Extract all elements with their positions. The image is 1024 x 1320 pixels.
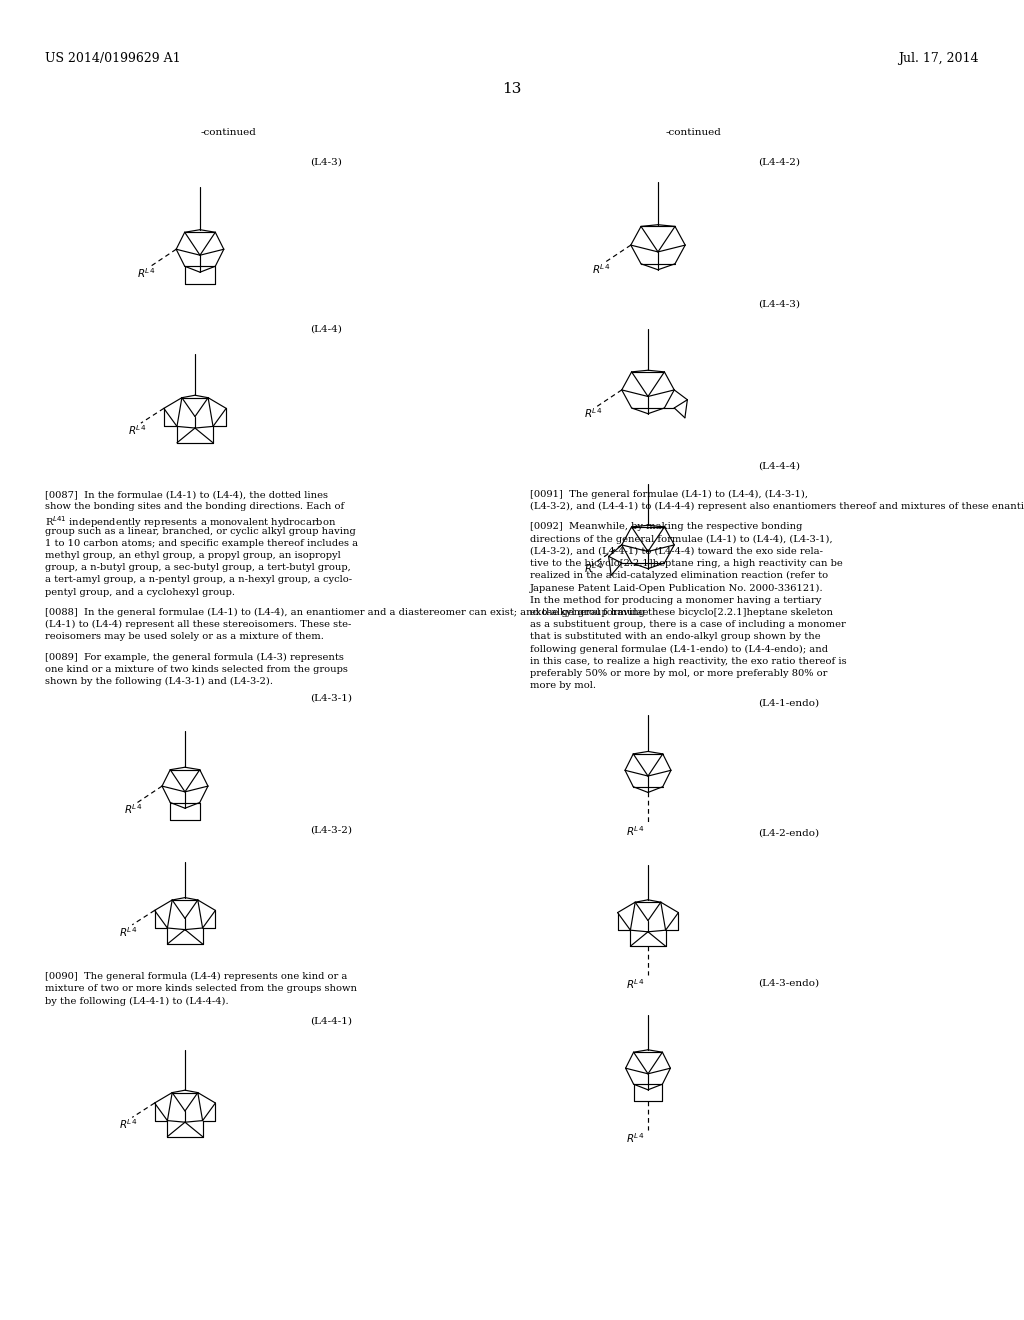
Text: Japanese Patent Laid-Open Publication No. 2000-336121).: Japanese Patent Laid-Open Publication No… <box>530 583 823 593</box>
Text: that is substituted with an endo-alkyl group shown by the: that is substituted with an endo-alkyl g… <box>530 632 820 642</box>
Text: $R^{L4}$: $R^{L4}$ <box>137 267 156 280</box>
Text: $R^{L4}$: $R^{L4}$ <box>124 803 142 816</box>
Text: by the following (L4-4-1) to (L4-4-4).: by the following (L4-4-1) to (L4-4-4). <box>45 997 228 1006</box>
Text: -continued: -continued <box>200 128 256 137</box>
Text: (L4-3-2), and (L4-4-1) to (L4-4-4) represent also enantiomers thereof and mixtur: (L4-3-2), and (L4-4-1) to (L4-4-4) repre… <box>530 502 1024 511</box>
Text: (L4-3): (L4-3) <box>310 158 342 168</box>
Text: $R^{L4}$: $R^{L4}$ <box>120 925 137 939</box>
Text: [0091]  The general formulae (L4-1) to (L4-4), (L4-3-1),: [0091] The general formulae (L4-1) to (L… <box>530 490 808 499</box>
Text: $R^{L4}$: $R^{L4}$ <box>626 1131 644 1146</box>
Text: pentyl group, and a cyclohexyl group.: pentyl group, and a cyclohexyl group. <box>45 587 234 597</box>
Text: $R^{L4}$: $R^{L4}$ <box>592 263 610 276</box>
Text: one kind or a mixture of two kinds selected from the groups: one kind or a mixture of two kinds selec… <box>45 664 348 673</box>
Text: (L4-4-1): (L4-4-1) <box>310 1016 352 1026</box>
Text: (L4-1) to (L4-4) represent all these stereoisomers. These ste-: (L4-1) to (L4-4) represent all these ste… <box>45 620 351 630</box>
Text: (L4-1-endo): (L4-1-endo) <box>758 698 819 708</box>
Text: -continued: -continued <box>665 128 721 137</box>
Text: (L4-4): (L4-4) <box>310 325 342 334</box>
Text: methyl group, an ethyl group, a propyl group, an isopropyl: methyl group, an ethyl group, a propyl g… <box>45 550 341 560</box>
Text: 13: 13 <box>503 82 521 96</box>
Text: [0090]  The general formula (L4-4) represents one kind or a: [0090] The general formula (L4-4) repres… <box>45 972 347 981</box>
Text: US 2014/0199629 A1: US 2014/0199629 A1 <box>45 51 180 65</box>
Text: group, a n-butyl group, a sec-butyl group, a tert-butyl group,: group, a n-butyl group, a sec-butyl grou… <box>45 564 351 572</box>
Text: preferably 50% or more by mol, or more preferably 80% or: preferably 50% or more by mol, or more p… <box>530 669 827 677</box>
Text: $R^{L4}$: $R^{L4}$ <box>584 561 602 576</box>
Text: more by mol.: more by mol. <box>530 681 596 690</box>
Text: tive to the bicyclo[2.2.1]heptane ring, a high reactivity can be: tive to the bicyclo[2.2.1]heptane ring, … <box>530 558 843 568</box>
Text: [0088]  In the general formulae (L4-1) to (L4-4), an enantiomer and a diastereom: [0088] In the general formulae (L4-1) to… <box>45 607 648 616</box>
Text: 1 to 10 carbon atoms; and specific example thereof includes a: 1 to 10 carbon atoms; and specific examp… <box>45 539 358 548</box>
Text: [0087]  In the formulae (L4-1) to (L4-4), the dotted lines: [0087] In the formulae (L4-1) to (L4-4),… <box>45 490 328 499</box>
Text: (L4-2-endo): (L4-2-endo) <box>758 828 819 837</box>
Text: a tert-amyl group, a n-pentyl group, a n-hexyl group, a cyclo-: a tert-amyl group, a n-pentyl group, a n… <box>45 576 352 585</box>
Text: In the method for producing a monomer having a tertiary: In the method for producing a monomer ha… <box>530 595 821 605</box>
Text: in this case, to realize a high reactivity, the exo ratio thereof is: in this case, to realize a high reactivi… <box>530 656 847 665</box>
Text: [0089]  For example, the general formula (L4-3) represents: [0089] For example, the general formula … <box>45 652 344 661</box>
Text: $R^{L4}$: $R^{L4}$ <box>120 1118 137 1131</box>
Text: (L4-4-2): (L4-4-2) <box>758 158 800 168</box>
Text: mixture of two or more kinds selected from the groups shown: mixture of two or more kinds selected fr… <box>45 985 357 993</box>
Text: R$^{L41}$ independently represents a monovalent hydrocarbon: R$^{L41}$ independently represents a mon… <box>45 515 336 531</box>
Text: $R^{L4}$: $R^{L4}$ <box>128 424 146 437</box>
Text: (L4-4-4): (L4-4-4) <box>758 462 800 471</box>
Text: Jul. 17, 2014: Jul. 17, 2014 <box>898 51 979 65</box>
Text: as a substituent group, there is a case of including a monomer: as a substituent group, there is a case … <box>530 620 846 630</box>
Text: (L4-3-1): (L4-3-1) <box>310 694 352 704</box>
Text: reoisomers may be used solely or as a mixture of them.: reoisomers may be used solely or as a mi… <box>45 632 324 642</box>
Text: (L4-4-3): (L4-4-3) <box>758 300 800 309</box>
Text: (L4-3-2): (L4-3-2) <box>310 826 352 836</box>
Text: group such as a linear, branched, or cyclic alkyl group having: group such as a linear, branched, or cyc… <box>45 527 355 536</box>
Text: (L4-3-2), and (L4-4-1) to (L4-4-4) toward the exo side rela-: (L4-3-2), and (L4-4-1) to (L4-4-4) towar… <box>530 546 823 556</box>
Text: show the bonding sites and the bonding directions. Each of: show the bonding sites and the bonding d… <box>45 502 344 511</box>
Text: following general formulae (L4-1-endo) to (L4-4-endo); and: following general formulae (L4-1-endo) t… <box>530 644 828 653</box>
Text: realized in the acid-catalyzed elimination reaction (refer to: realized in the acid-catalyzed eliminati… <box>530 572 828 581</box>
Text: directions of the general formulae (L4-1) to (L4-4), (L4-3-1),: directions of the general formulae (L4-1… <box>530 535 833 544</box>
Text: $R^{L4}$: $R^{L4}$ <box>584 407 602 420</box>
Text: $R^{L4}$: $R^{L4}$ <box>626 977 644 991</box>
Text: $R^{L4}$: $R^{L4}$ <box>626 824 644 838</box>
Text: (L4-3-endo): (L4-3-endo) <box>758 978 819 987</box>
Text: [0092]  Meanwhile, by making the respective bonding: [0092] Meanwhile, by making the respecti… <box>530 523 803 532</box>
Text: exo-alkyl group having these bicyclo[2.2.1]heptane skeleton: exo-alkyl group having these bicyclo[2.2… <box>530 607 833 616</box>
Text: shown by the following (L4-3-1) and (L4-3-2).: shown by the following (L4-3-1) and (L4-… <box>45 677 273 686</box>
